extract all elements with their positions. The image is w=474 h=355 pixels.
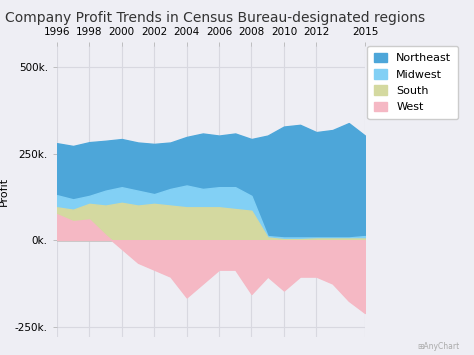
Y-axis label: Profit: Profit [0,177,9,206]
Text: ⊞AnyChart: ⊞AnyChart [418,343,460,351]
Text: Company Profit Trends in Census Bureau-designated regions: Company Profit Trends in Census Bureau-d… [5,11,425,24]
Legend: Northeast, Midwest, South, West: Northeast, Midwest, South, West [367,46,458,119]
